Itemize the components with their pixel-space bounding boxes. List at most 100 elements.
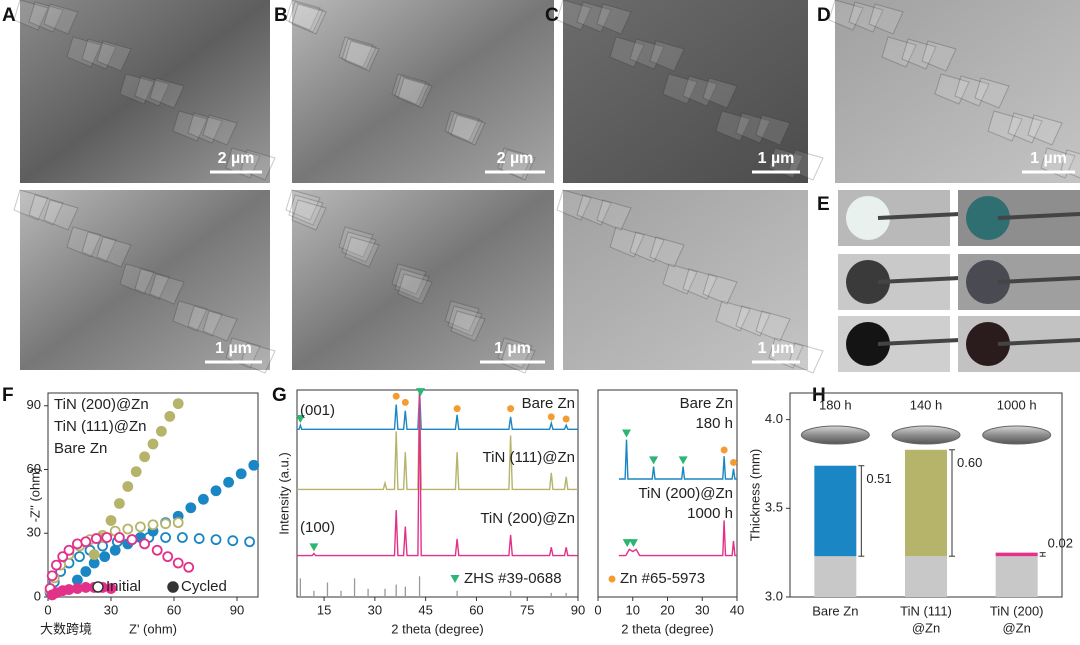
sem-texture xyxy=(240,342,276,374)
sem-texture xyxy=(66,36,102,68)
x-tick-label: 0 xyxy=(44,602,51,617)
sem-image xyxy=(563,0,808,183)
sem-texture xyxy=(682,75,718,107)
sem-texture xyxy=(444,110,480,142)
sem-texture xyxy=(394,75,430,107)
x-tick-label: 20 xyxy=(660,602,674,617)
x-tick-label: 30 xyxy=(695,602,709,617)
xrd-pattern xyxy=(297,389,578,430)
legend-label: Cycled xyxy=(181,578,227,595)
sem-texture xyxy=(397,273,433,305)
electrode-disc xyxy=(966,260,1010,304)
series-label: Bare Zn xyxy=(522,395,575,412)
data-point xyxy=(114,498,125,509)
sem-texture xyxy=(1027,114,1063,146)
sem-texture xyxy=(702,77,738,109)
x-tick-label: 60 xyxy=(469,602,483,617)
peak-marker xyxy=(621,429,631,438)
x-tick-label: 90 xyxy=(571,602,585,617)
sem-texture xyxy=(662,73,698,105)
data-point xyxy=(57,551,69,563)
value-label: 0.02 xyxy=(1048,536,1073,551)
sem-texture xyxy=(715,110,751,142)
electrode-disc xyxy=(966,322,1010,366)
plot-frame xyxy=(47,392,259,598)
sem-texture xyxy=(285,0,321,31)
data-point xyxy=(90,533,102,544)
series-label: Zn #65-5973 xyxy=(620,570,705,587)
bar-segment xyxy=(905,449,947,557)
sem-texture xyxy=(187,305,223,337)
tweezer xyxy=(997,338,1080,346)
sem-texture xyxy=(848,1,884,33)
sem-texture xyxy=(81,231,117,263)
sem-texture xyxy=(629,38,665,70)
xrd-pattern xyxy=(297,389,578,491)
sem-texture xyxy=(43,3,79,35)
data-point xyxy=(244,536,256,548)
xrd-pattern xyxy=(618,520,737,557)
data-point xyxy=(248,459,260,471)
sem-texture xyxy=(500,342,536,374)
electrode-disc xyxy=(846,196,890,240)
data-point xyxy=(46,570,58,582)
category-label: @Zn xyxy=(912,620,940,635)
sem-texture xyxy=(81,38,117,70)
peak-marker xyxy=(720,446,728,454)
peak-marker xyxy=(562,415,570,423)
y-tick-label: 60 xyxy=(27,461,41,476)
data-point xyxy=(63,544,75,556)
sem-texture xyxy=(596,199,632,231)
sem-texture xyxy=(1007,112,1043,144)
sem-texture xyxy=(447,112,483,144)
peak-marker xyxy=(295,414,305,423)
tweezer xyxy=(877,276,961,284)
sem-texture xyxy=(341,231,377,263)
panel-label: C xyxy=(545,5,559,26)
peak-marker xyxy=(730,458,738,466)
data-point xyxy=(185,502,197,514)
y-tick-label: 30 xyxy=(27,525,41,540)
sem-texture xyxy=(291,3,327,35)
peak-marker xyxy=(401,398,409,406)
sem-texture xyxy=(450,114,486,146)
series-label: ZHS #39-0688 xyxy=(464,570,562,587)
legend-label: Bare Zn xyxy=(54,440,107,457)
category-label: @Zn xyxy=(1002,620,1030,635)
coin-cell xyxy=(982,425,1052,445)
sem-image xyxy=(20,0,270,183)
sem-texture xyxy=(755,310,791,342)
sem-texture xyxy=(444,300,480,332)
sem-texture xyxy=(285,189,321,221)
peak-marker xyxy=(392,392,400,400)
data-point xyxy=(147,438,159,450)
duration-label: 140 h xyxy=(910,397,943,412)
data-point xyxy=(223,476,235,488)
panel-label: E xyxy=(817,194,830,215)
peak-marker xyxy=(309,543,319,552)
sem-texture xyxy=(397,77,433,109)
x-tick-label: 10 xyxy=(626,602,640,617)
y-tick-label: 90 xyxy=(27,397,41,412)
peak-marker xyxy=(453,405,461,413)
bar-segment xyxy=(905,556,947,597)
sem-texture xyxy=(172,110,208,142)
series-label: TiN (111)@Zn xyxy=(483,449,575,466)
legend-marker xyxy=(92,581,104,593)
data-point xyxy=(183,561,195,573)
sem-texture xyxy=(28,194,64,226)
watermark: 大数跨境 xyxy=(40,621,92,636)
bar-segment xyxy=(814,556,857,597)
sem-image xyxy=(563,190,808,370)
electrode-disc xyxy=(846,322,890,366)
x-tick-label: 30 xyxy=(104,602,118,617)
sem-texture xyxy=(954,75,990,107)
data-point xyxy=(74,551,85,563)
panel-label: A xyxy=(2,5,16,26)
sem-texture xyxy=(119,263,155,295)
peak-marker xyxy=(678,456,688,465)
sem-image xyxy=(292,0,554,183)
data-point xyxy=(164,410,176,422)
category-label: Bare Zn xyxy=(812,603,858,618)
sem-texture xyxy=(596,3,632,35)
